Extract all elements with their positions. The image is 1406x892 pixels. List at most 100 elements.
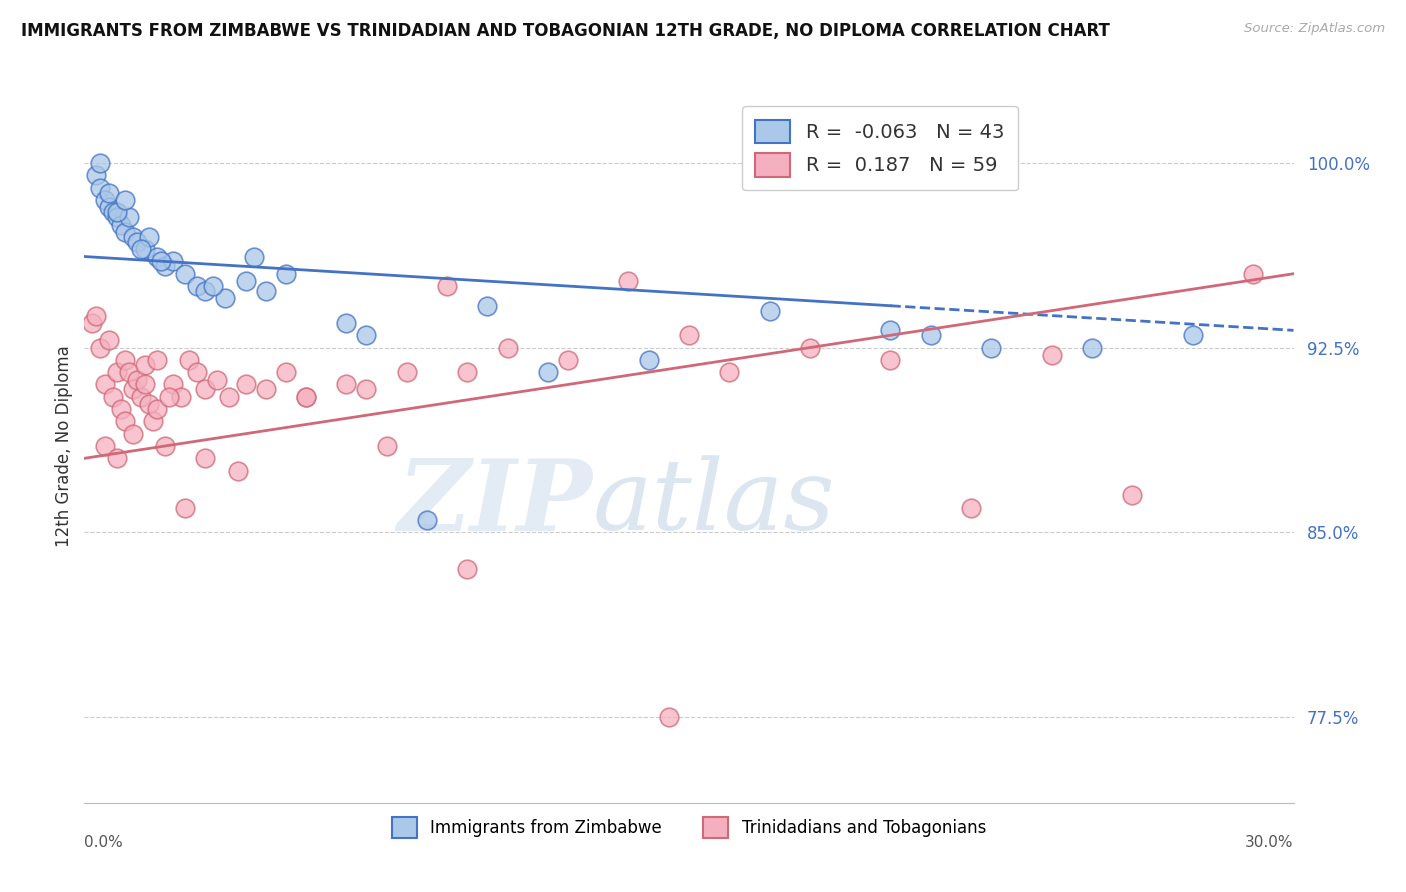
Point bbox=[254, 284, 277, 298]
Point bbox=[89, 341, 111, 355]
Point bbox=[235, 274, 257, 288]
Point bbox=[274, 365, 297, 379]
Point bbox=[202, 279, 225, 293]
Text: IMMIGRANTS FROM ZIMBABWE VS TRINIDADIAN AND TOBAGONIAN 12TH GRADE, NO DIPLOMA CO: IMMIGRANTS FROM ZIMBABWE VS TRINIDADIAN … bbox=[21, 22, 1109, 40]
Point bbox=[194, 451, 217, 466]
Text: 0.0%: 0.0% bbox=[84, 835, 124, 850]
Point bbox=[678, 328, 700, 343]
Point bbox=[101, 205, 124, 219]
Point bbox=[162, 254, 184, 268]
Point bbox=[226, 464, 249, 478]
Point bbox=[174, 267, 197, 281]
Point bbox=[356, 383, 378, 397]
Point bbox=[138, 230, 160, 244]
Point bbox=[114, 352, 136, 367]
Point bbox=[105, 210, 128, 224]
Point bbox=[153, 260, 176, 274]
Point bbox=[235, 377, 257, 392]
Point bbox=[186, 365, 208, 379]
Point bbox=[114, 193, 136, 207]
Point bbox=[89, 180, 111, 194]
Legend: Immigrants from Zimbabwe, Trinidadians and Tobagonians: Immigrants from Zimbabwe, Trinidadians a… bbox=[385, 811, 993, 845]
Point bbox=[121, 230, 143, 244]
Point bbox=[207, 373, 229, 387]
Point bbox=[537, 365, 560, 379]
Text: Source: ZipAtlas.com: Source: ZipAtlas.com bbox=[1244, 22, 1385, 36]
Point bbox=[97, 333, 120, 347]
Point bbox=[477, 299, 499, 313]
Point bbox=[153, 439, 176, 453]
Point bbox=[758, 303, 780, 318]
Point bbox=[637, 352, 659, 367]
Text: 30.0%: 30.0% bbox=[1246, 835, 1294, 850]
Point bbox=[395, 365, 418, 379]
Point bbox=[114, 414, 136, 428]
Point bbox=[149, 254, 172, 268]
Point bbox=[125, 373, 148, 387]
Point bbox=[496, 341, 519, 355]
Point bbox=[718, 365, 741, 379]
Point bbox=[194, 383, 217, 397]
Point bbox=[356, 328, 378, 343]
Point bbox=[125, 235, 148, 249]
Point bbox=[105, 365, 128, 379]
Point bbox=[101, 390, 124, 404]
Point bbox=[295, 390, 318, 404]
Point bbox=[335, 316, 357, 330]
Point bbox=[214, 291, 236, 305]
Point bbox=[114, 225, 136, 239]
Point bbox=[456, 365, 478, 379]
Point bbox=[157, 390, 180, 404]
Point bbox=[129, 390, 152, 404]
Point bbox=[617, 274, 640, 288]
Text: ZIP: ZIP bbox=[398, 455, 592, 551]
Point bbox=[920, 328, 942, 343]
Point bbox=[170, 390, 193, 404]
Point bbox=[134, 242, 156, 256]
Point bbox=[658, 709, 681, 723]
Point bbox=[97, 200, 120, 214]
Point bbox=[1081, 341, 1104, 355]
Point bbox=[456, 562, 478, 576]
Point bbox=[1121, 488, 1143, 502]
Point bbox=[93, 377, 115, 392]
Point bbox=[142, 414, 165, 428]
Point bbox=[121, 426, 143, 441]
Point bbox=[89, 156, 111, 170]
Point bbox=[162, 377, 184, 392]
Point bbox=[1241, 267, 1264, 281]
Point bbox=[960, 500, 983, 515]
Point bbox=[134, 377, 156, 392]
Point bbox=[980, 341, 1002, 355]
Point bbox=[118, 365, 141, 379]
Point bbox=[129, 242, 152, 256]
Point bbox=[335, 377, 357, 392]
Point bbox=[436, 279, 458, 293]
Point bbox=[1040, 348, 1063, 362]
Point bbox=[186, 279, 208, 293]
Point bbox=[218, 390, 240, 404]
Point bbox=[174, 500, 197, 515]
Point bbox=[97, 186, 120, 200]
Point bbox=[146, 402, 169, 417]
Point bbox=[254, 383, 277, 397]
Point bbox=[416, 513, 439, 527]
Point bbox=[194, 284, 217, 298]
Point bbox=[179, 352, 201, 367]
Point bbox=[242, 250, 264, 264]
Point bbox=[799, 341, 821, 355]
Point bbox=[1181, 328, 1204, 343]
Point bbox=[105, 451, 128, 466]
Point bbox=[134, 358, 156, 372]
Point bbox=[86, 169, 108, 183]
Point bbox=[110, 218, 132, 232]
Point bbox=[93, 193, 115, 207]
Point bbox=[557, 352, 579, 367]
Point bbox=[82, 316, 104, 330]
Point bbox=[146, 352, 169, 367]
Point bbox=[121, 383, 143, 397]
Point bbox=[146, 250, 169, 264]
Point bbox=[274, 267, 297, 281]
Point bbox=[138, 397, 160, 411]
Y-axis label: 12th Grade, No Diploma: 12th Grade, No Diploma bbox=[55, 345, 73, 547]
